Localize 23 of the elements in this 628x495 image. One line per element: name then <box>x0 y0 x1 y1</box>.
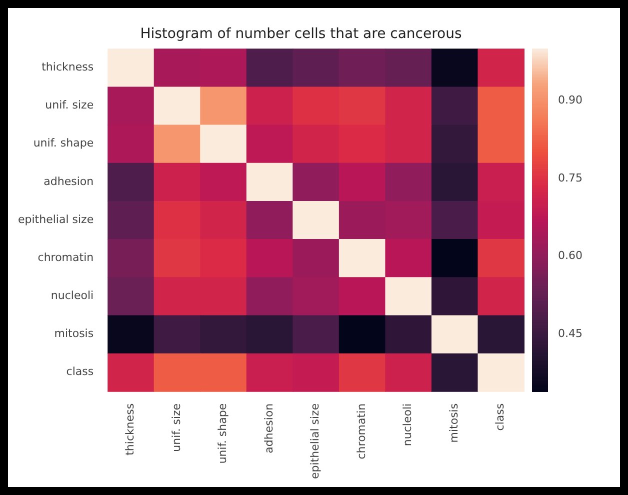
x-tick-label: adhesion <box>262 403 276 454</box>
x-tick-label: unif. size <box>170 403 183 452</box>
color-bar-label: 0.45 <box>558 327 582 340</box>
color-bar-label: 0.75 <box>558 171 582 184</box>
x-tick-label: mitosis <box>447 403 460 443</box>
y-tick-label: adhesion <box>44 174 94 188</box>
y-tick-label: unif. size <box>45 98 94 112</box>
x-tick-label: epithelial size <box>308 403 322 479</box>
x-tick-label: chromatin <box>354 403 368 460</box>
x-tick-label: class <box>494 403 507 431</box>
y-tick-label: unif. shape <box>33 136 94 150</box>
chart-title: Histogram of number cells that are cancerous <box>140 26 462 42</box>
y-tick-label: mitosis <box>54 327 94 340</box>
y-tick-label: thickness <box>42 60 94 74</box>
x-tick-label: unif. shape <box>216 403 230 464</box>
y-tick-label: class <box>66 365 94 378</box>
y-tick-label: chromatin <box>38 250 94 264</box>
y-tick-label: nucleoli <box>50 289 94 302</box>
color-bar-label: 0.90 <box>558 93 582 106</box>
color-bar-label: 0.60 <box>558 249 582 262</box>
x-tick-label: thickness <box>124 403 137 456</box>
x-tick-label: nucleoli <box>401 403 414 446</box>
y-tick-label: epithelial size <box>18 212 94 226</box>
